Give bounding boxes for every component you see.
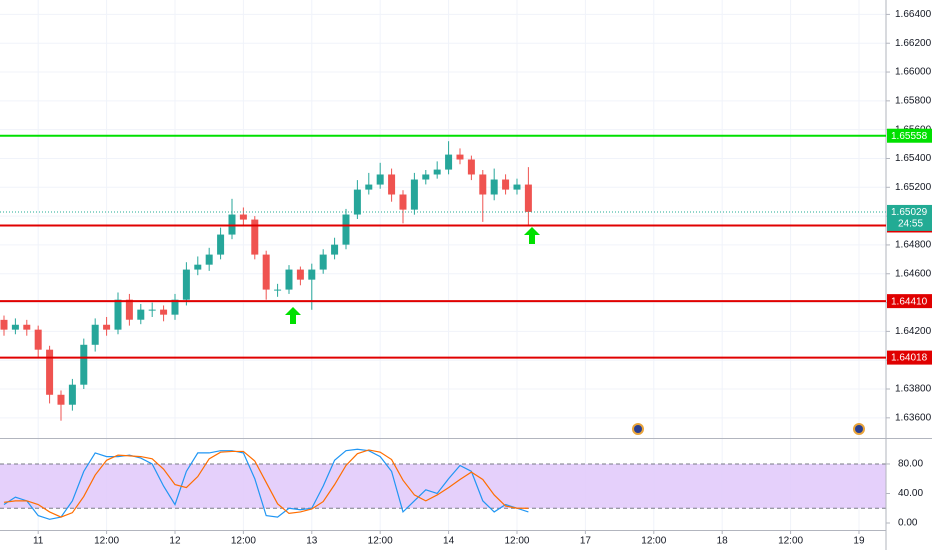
- price-level-tag: [887, 294, 932, 309]
- x-tick-label: 12:00: [641, 536, 666, 547]
- y-tick-label: 0.00: [898, 518, 918, 529]
- y-tick-label: 1.64800: [895, 240, 932, 251]
- candle-body: [46, 349, 54, 395]
- y-tick-label: 1.63800: [895, 384, 932, 395]
- candle-body: [422, 174, 430, 180]
- candle-body: [80, 344, 88, 385]
- candle-body: [239, 214, 247, 220]
- candle-body: [114, 299, 122, 330]
- candle-body: [502, 179, 510, 190]
- candle-body: [524, 184, 532, 212]
- x-tick-label: 13: [306, 536, 318, 547]
- x-tick-label: 17: [580, 536, 592, 547]
- price-level-tag: [887, 350, 932, 365]
- indicator-line: [3, 449, 529, 518]
- candle-body: [217, 234, 225, 255]
- last-price-label: 1.65029: [891, 207, 928, 218]
- x-tick-label: 12: [169, 536, 181, 547]
- y-tick-label: 1.65400: [895, 153, 932, 164]
- y-tick-label: 1.65200: [895, 182, 932, 193]
- candle-body: [182, 269, 190, 300]
- candle-body: [34, 329, 42, 350]
- signal-arrow: [524, 227, 540, 244]
- y-tick-label: 40.00: [898, 488, 923, 499]
- event-icon-inner: [634, 425, 642, 433]
- x-tick-label: 14: [443, 536, 455, 547]
- price-level-label: 1.64410: [891, 296, 928, 307]
- candle-body: [433, 169, 441, 175]
- x-tick-label: 18: [717, 536, 729, 547]
- candle-body: [103, 324, 111, 330]
- y-tick-label: 1.66400: [895, 9, 932, 20]
- candle-body: [376, 174, 384, 185]
- candle-body: [68, 384, 76, 405]
- candle-body: [399, 194, 407, 210]
- price-level-label: 1.64018: [891, 353, 928, 364]
- candle-body: [23, 324, 31, 330]
- x-tick-label: 12:00: [231, 536, 256, 547]
- indicator-line: [3, 448, 529, 520]
- candle-body: [342, 214, 350, 245]
- candle-body: [251, 219, 259, 255]
- candle-body: [353, 189, 361, 215]
- candle-body: [11, 324, 19, 330]
- x-tick-label: 12:00: [94, 536, 119, 547]
- candle-body: [0, 319, 8, 330]
- grid: [0, 0, 886, 530]
- y-tick-label: 1.66200: [895, 38, 932, 49]
- marks: [0, 141, 532, 520]
- candle-body: [319, 254, 327, 270]
- x-tick-label: 12:00: [368, 536, 393, 547]
- candle-body: [137, 309, 145, 320]
- candle-body: [262, 254, 270, 290]
- candle-body: [148, 309, 156, 311]
- event-icon-inner: [855, 425, 863, 433]
- candle-body: [205, 254, 213, 265]
- candle-body: [467, 159, 475, 175]
- y-tick-label: 1.65800: [895, 95, 932, 106]
- price-level-tag: [887, 128, 932, 143]
- y-tick-label: 1.64600: [895, 268, 932, 279]
- candle-body: [274, 289, 282, 291]
- candle-body: [160, 309, 168, 315]
- x-tick-label: 11: [33, 536, 44, 547]
- candle-body: [490, 179, 498, 195]
- candle-body: [456, 154, 464, 160]
- y-tick-label: 1.63600: [895, 412, 932, 423]
- candle-body: [388, 174, 396, 195]
- candle-body: [125, 299, 133, 320]
- candle-body: [445, 154, 453, 170]
- x-tick-label: 19: [853, 536, 865, 547]
- candle-body: [285, 269, 293, 290]
- countdown: 24:55: [898, 219, 923, 230]
- x-tick-label: 12:00: [778, 536, 803, 547]
- candle-body: [91, 324, 99, 345]
- candle-body: [308, 269, 316, 280]
- candle-body: [194, 264, 202, 270]
- y-tick-label: 1.64200: [895, 326, 932, 337]
- candle-body: [479, 174, 487, 195]
- y-tick-label: 80.00: [898, 459, 923, 470]
- candle-body: [410, 179, 418, 210]
- candle-body: [57, 394, 65, 405]
- candle-body: [331, 244, 339, 255]
- price-level-label: 1.65558: [891, 131, 928, 142]
- last-price-tag: [887, 204, 932, 231]
- y-tick-label: 1.66000: [895, 67, 932, 78]
- candle-body: [513, 184, 521, 190]
- candle-body: [296, 269, 304, 280]
- candle-body: [365, 184, 373, 190]
- x-tick-label: 12:00: [504, 536, 529, 547]
- signal-arrow: [285, 307, 301, 324]
- candle-body: [171, 299, 179, 315]
